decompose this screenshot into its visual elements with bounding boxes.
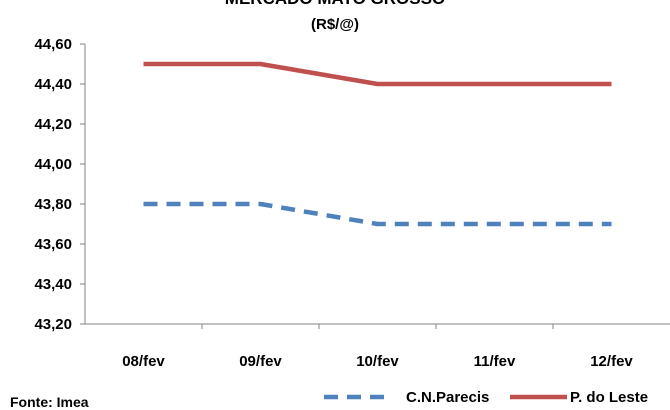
source-note: Fonte: Imea	[10, 394, 89, 410]
y-axis-ticks: 43,20 43,40 43,60 43,80 44,00 44,20 44,40 44,60	[34, 36, 85, 333]
y-tick-label: 43,80	[34, 196, 72, 213]
legend-label: P. do Leste	[570, 389, 648, 406]
chart-title: MERCADO MATO GROSSO	[0, 0, 670, 9]
series-line-c-n-parecis	[143, 201, 612, 227]
y-tick-label: 43,40	[34, 276, 72, 293]
y-tick-label: 44,60	[34, 36, 72, 53]
y-tick-label: 43,60	[34, 236, 72, 253]
y-tick-label: 44,40	[34, 76, 72, 93]
x-tick-label: 12/fev	[590, 353, 633, 370]
series-lines	[143, 61, 612, 227]
x-tick-label: 09/fev	[239, 353, 282, 370]
legend: C.N.Parecis P. do Leste	[324, 389, 648, 406]
x-axis-ticks: 08/fev 09/fev 10/fev 11/fev 12/fev	[122, 324, 633, 370]
x-tick-label: 10/fev	[356, 353, 399, 370]
y-tick-label: 43,20	[34, 316, 72, 333]
axes	[84, 44, 670, 325]
legend-label: C.N.Parecis	[406, 389, 489, 406]
x-tick-label: 11/fev	[474, 353, 516, 370]
x-tick-label: 08/fev	[122, 353, 165, 370]
y-tick-label: 44,00	[34, 156, 72, 173]
series-line-p-do-leste	[143, 61, 612, 87]
chart-subtitle: (R$/@)	[311, 16, 359, 33]
y-tick-label: 44,20	[34, 116, 72, 133]
